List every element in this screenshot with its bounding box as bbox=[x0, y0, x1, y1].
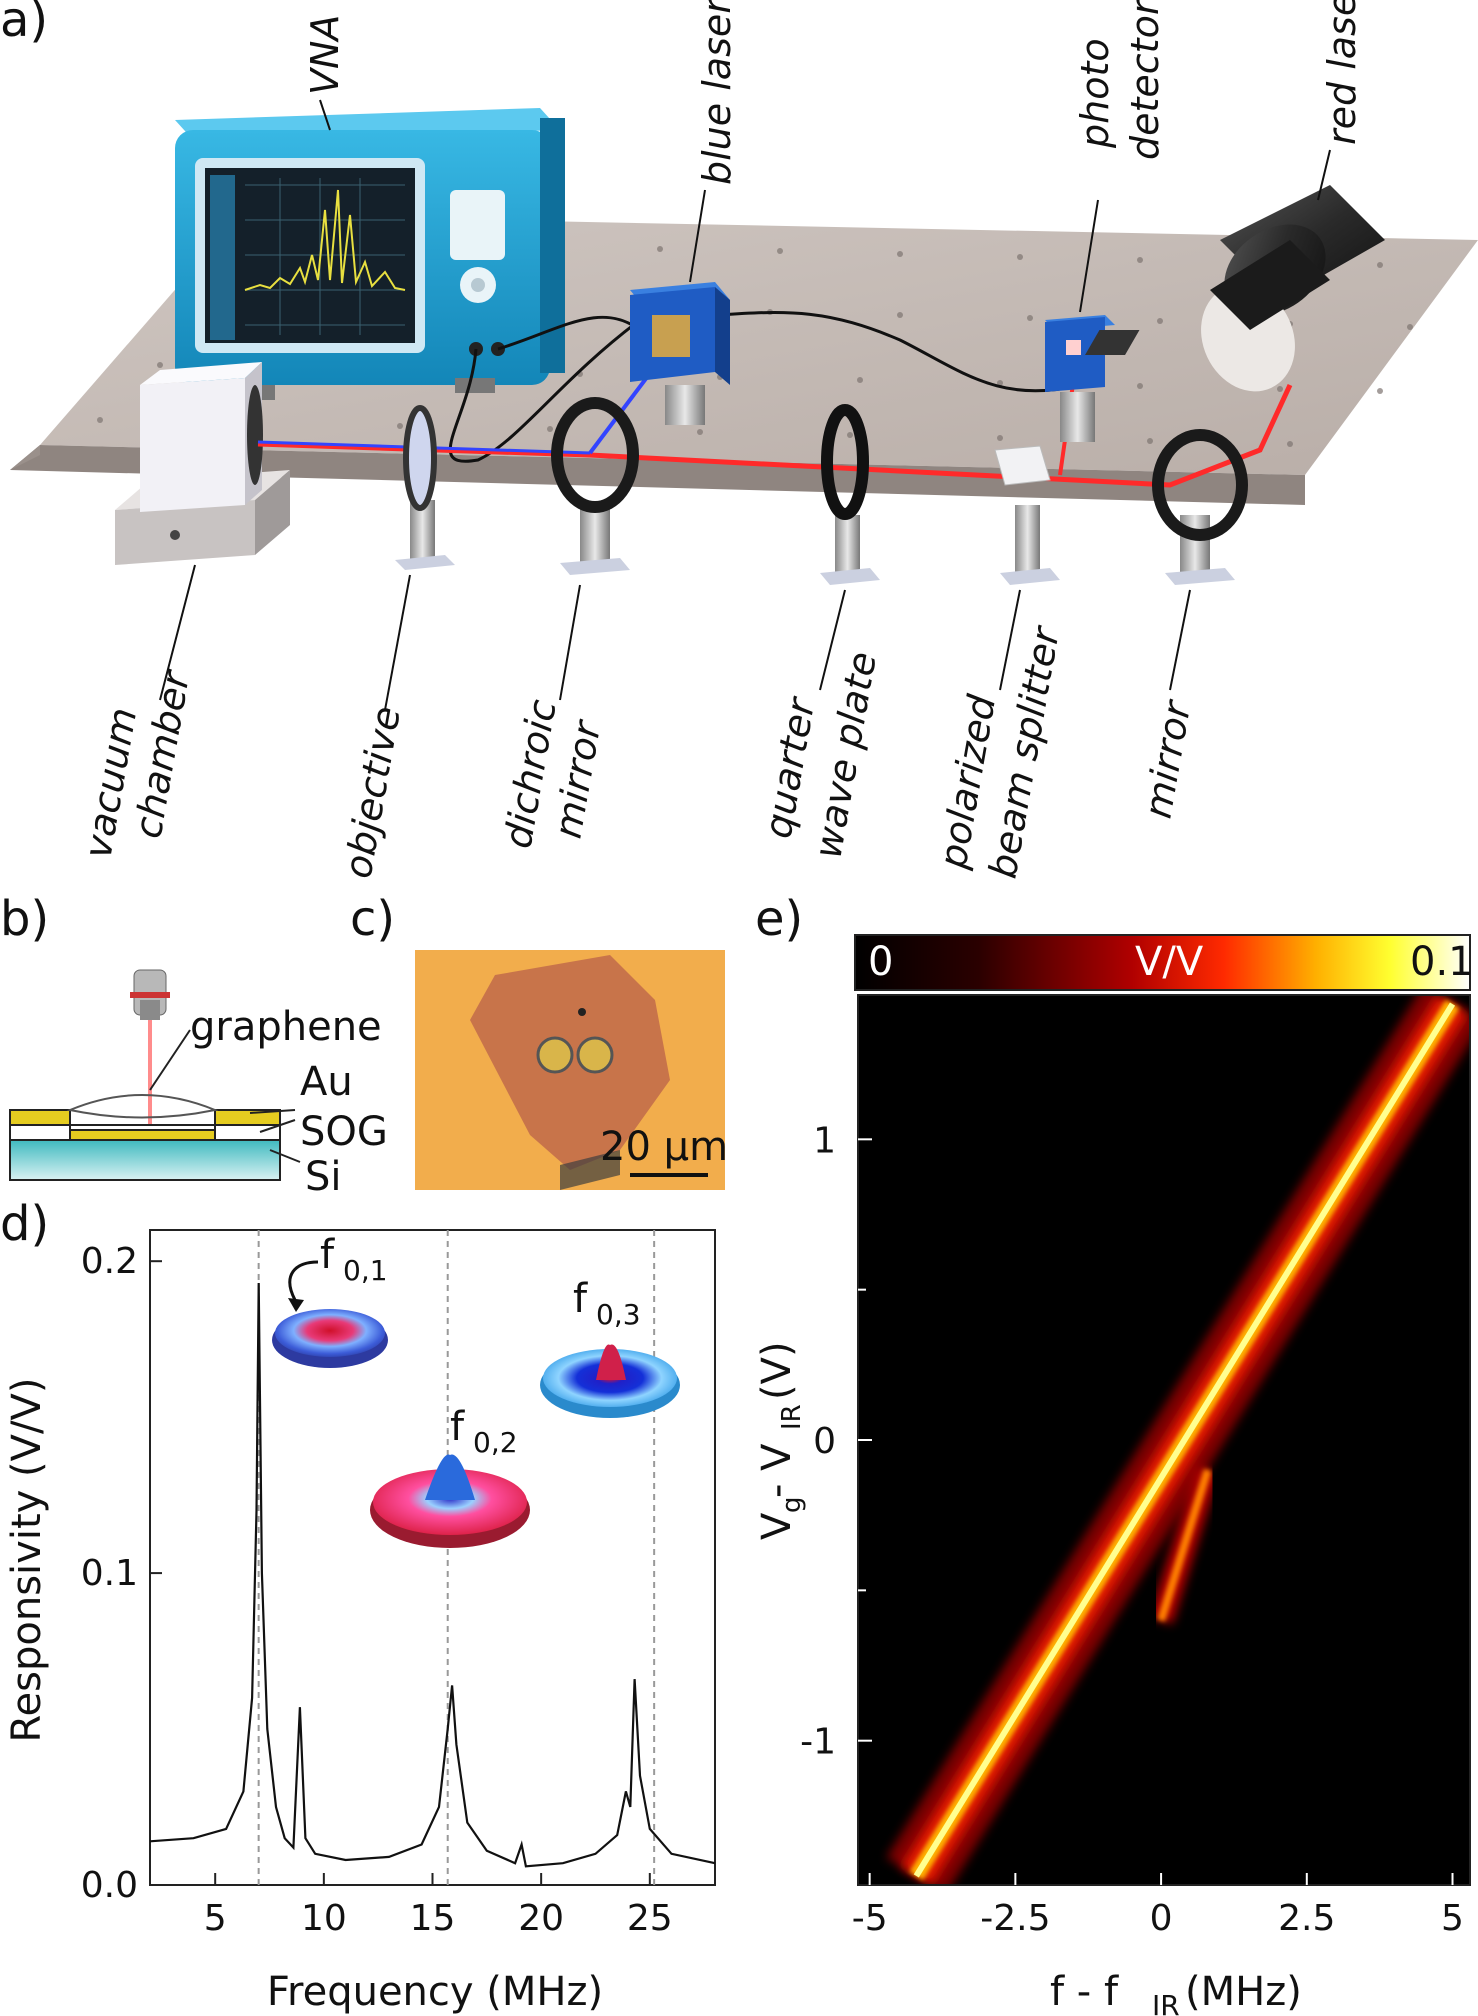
chart-d-xtick-label-20: 20 bbox=[518, 1898, 564, 1939]
chart-e-xtick-label-3: 2.5 bbox=[1278, 1898, 1335, 1939]
main-branch-core bbox=[913, 1002, 1456, 1878]
label-mirror: mirror bbox=[1136, 696, 1200, 822]
mode-shape-insets bbox=[272, 1260, 680, 1548]
optic-mounts bbox=[395, 397, 1248, 585]
side-branch-core bbox=[1157, 1468, 1212, 1622]
panel-label-c: c) bbox=[350, 891, 395, 947]
chart-e-ylabel-minus-v: - V bbox=[754, 1443, 800, 1498]
label-wave-plate: wave plate bbox=[806, 649, 886, 862]
chart-d-ytick-label-2: 0.2 bbox=[81, 1241, 138, 1282]
blue-laser bbox=[630, 282, 730, 425]
chart-e-ylabel-unit: (V) bbox=[754, 1341, 800, 1400]
leader-lines bbox=[159, 99, 1331, 711]
chart-d-xtick-label-10: 10 bbox=[301, 1898, 347, 1939]
chart-e-xlabel-main: f - f bbox=[1050, 1969, 1119, 2015]
mode-label-f03: f 0,3 bbox=[573, 1276, 641, 1331]
optical-micrograph bbox=[415, 950, 725, 1190]
chart-e-xlabel: f - f IR (MHz) bbox=[1050, 1969, 1302, 2016]
mode-label-f02-base: f bbox=[450, 1404, 465, 1450]
chart-d-xtick-label-25: 25 bbox=[627, 1898, 673, 1939]
mode-label-f03-sub: 0,3 bbox=[596, 1298, 641, 1331]
chart-d-ylabel: Responsivity (V/V) bbox=[4, 1378, 50, 1743]
label-graphene: graphene bbox=[190, 1004, 382, 1050]
label-red-laser: red laser bbox=[1320, 0, 1364, 145]
label-blue-laser: blue laser bbox=[695, 0, 739, 185]
mode-label-f01: f 0,1 bbox=[320, 1232, 388, 1287]
panel-label-a: a) bbox=[0, 0, 48, 48]
mode-label-f01-sub: 0,1 bbox=[343, 1254, 388, 1287]
colorbar-min: 0 bbox=[868, 939, 893, 985]
chart-e-ylabel-v: V bbox=[754, 1512, 800, 1540]
chart-e-xlabel-unit: (MHz) bbox=[1185, 1969, 1302, 2015]
chart-d-xtick-label-5: 5 bbox=[204, 1898, 227, 1939]
chart-e-ytick-label-2: 1 bbox=[813, 1120, 836, 1161]
mode-label-f03-base: f bbox=[573, 1276, 588, 1322]
panel-label-b: b) bbox=[0, 891, 49, 947]
panel-label-d: d) bbox=[0, 1196, 49, 1252]
panel-label-e: e) bbox=[755, 891, 803, 947]
label-objective: objective bbox=[336, 703, 409, 882]
colorbar-max: 0.1 bbox=[1410, 939, 1474, 985]
chart-d: 5 10 15 20 25 0.0 0.1 0.2 bbox=[81, 1229, 716, 1939]
colorbar bbox=[854, 934, 1471, 991]
label-au: Au bbox=[300, 1059, 353, 1105]
chart-d-ytick-label-0: 0.0 bbox=[81, 1865, 138, 1906]
chart-d-ytick-label-1: 0.1 bbox=[81, 1553, 138, 1594]
device-cross-section bbox=[9, 969, 301, 1181]
chart-e-xtick-label-2: 0 bbox=[1150, 1898, 1173, 1939]
chart-e-ytick-label-0: -1 bbox=[800, 1722, 836, 1763]
colorbar-unit: V/V bbox=[1135, 939, 1204, 985]
chart-e-xtick-label-1: -2.5 bbox=[980, 1898, 1050, 1939]
heatmap-branches bbox=[886, 995, 1470, 1885]
chart-e-xtick-label-0: -5 bbox=[852, 1898, 888, 1939]
label-detector: detector bbox=[1123, 0, 1167, 160]
label-sog: SOG bbox=[300, 1109, 388, 1155]
chart-e: -5 -2.5 0 2.5 5 -1 0 1 bbox=[800, 994, 1471, 1939]
chart-e-xlabel-sub: IR bbox=[1152, 1989, 1180, 2016]
scale-bar-label: 20 µm bbox=[600, 1124, 728, 1170]
chart-e-ytick-label-1: 0 bbox=[813, 1421, 836, 1462]
label-si: Si bbox=[305, 1154, 342, 1200]
chart-d-xlabel: Frequency (MHz) bbox=[267, 1969, 603, 2015]
chart-e-xtick-label-4: 5 bbox=[1441, 1898, 1464, 1939]
chart-e-ylabel-g: g bbox=[777, 1496, 807, 1513]
vacuum-chamber bbox=[115, 362, 290, 565]
red-laser bbox=[1085, 185, 1385, 392]
label-photo: photo bbox=[1073, 38, 1117, 149]
chart-d-xtick-label-15: 15 bbox=[410, 1898, 456, 1939]
responsivity-curve bbox=[149, 1282, 716, 1868]
chart-e-ylabel-ir: IR bbox=[777, 1404, 807, 1430]
vna-instrument bbox=[175, 108, 565, 400]
label-vna: VNA bbox=[303, 15, 347, 95]
cables bbox=[448, 311, 1081, 463]
photo-detector bbox=[1045, 315, 1115, 442]
mode-label-f02-sub: 0,2 bbox=[473, 1426, 518, 1459]
chart-e-ylabel: V g - V IR (V) bbox=[754, 1341, 807, 1540]
mode-label-f01-base: f bbox=[320, 1232, 335, 1278]
mode-label-f02: f 0,2 bbox=[450, 1404, 518, 1459]
